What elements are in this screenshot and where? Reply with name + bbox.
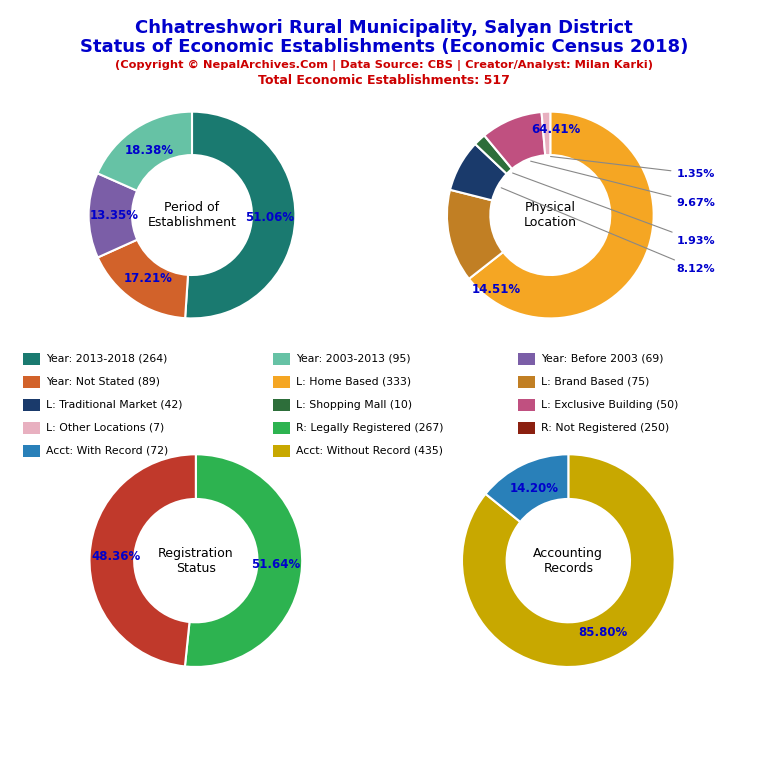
Wedge shape: [462, 455, 674, 667]
Wedge shape: [98, 240, 188, 318]
Text: 18.38%: 18.38%: [125, 144, 174, 157]
Text: Accounting
Records: Accounting Records: [534, 547, 603, 574]
Text: Total Economic Establishments: 517: Total Economic Establishments: 517: [258, 74, 510, 87]
Wedge shape: [450, 144, 507, 200]
Text: 14.51%: 14.51%: [472, 283, 521, 296]
Wedge shape: [185, 455, 302, 667]
Text: 48.36%: 48.36%: [91, 550, 141, 563]
Text: Acct: With Record (72): Acct: With Record (72): [46, 445, 168, 456]
Wedge shape: [469, 111, 654, 319]
Text: 85.80%: 85.80%: [578, 626, 627, 639]
Text: Period of
Establishment: Period of Establishment: [147, 201, 237, 229]
Wedge shape: [485, 112, 545, 169]
Text: L: Exclusive Building (50): L: Exclusive Building (50): [541, 399, 679, 410]
Text: 13.35%: 13.35%: [90, 209, 139, 222]
Text: 9.67%: 9.67%: [531, 161, 715, 207]
Text: L: Brand Based (75): L: Brand Based (75): [541, 376, 650, 387]
Text: Acct: Without Record (435): Acct: Without Record (435): [296, 445, 442, 456]
Text: L: Home Based (333): L: Home Based (333): [296, 376, 411, 387]
Text: Registration
Status: Registration Status: [158, 547, 233, 574]
Text: 14.20%: 14.20%: [509, 482, 558, 495]
Wedge shape: [485, 455, 568, 522]
Wedge shape: [90, 455, 196, 667]
Wedge shape: [475, 135, 512, 174]
Text: Year: 2013-2018 (264): Year: 2013-2018 (264): [46, 353, 167, 364]
Wedge shape: [88, 174, 137, 257]
Wedge shape: [447, 190, 503, 279]
Text: Year: Not Stated (89): Year: Not Stated (89): [46, 376, 160, 387]
Text: 1.35%: 1.35%: [551, 157, 715, 179]
Text: L: Shopping Mall (10): L: Shopping Mall (10): [296, 399, 412, 410]
Text: Year: Before 2003 (69): Year: Before 2003 (69): [541, 353, 664, 364]
Text: L: Other Locations (7): L: Other Locations (7): [46, 422, 164, 433]
Text: 8.12%: 8.12%: [502, 187, 715, 274]
Text: Chhatreshwori Rural Municipality, Salyan District: Chhatreshwori Rural Municipality, Salyan…: [135, 19, 633, 37]
Text: R: Legally Registered (267): R: Legally Registered (267): [296, 422, 443, 433]
Text: 1.93%: 1.93%: [512, 173, 715, 246]
Wedge shape: [541, 111, 551, 155]
Text: 51.06%: 51.06%: [245, 211, 294, 224]
Text: R: Not Registered (250): R: Not Registered (250): [541, 422, 670, 433]
Wedge shape: [98, 111, 192, 190]
Wedge shape: [185, 111, 296, 319]
Text: 17.21%: 17.21%: [124, 272, 172, 285]
Text: (Copyright © NepalArchives.Com | Data Source: CBS | Creator/Analyst: Milan Karki: (Copyright © NepalArchives.Com | Data So…: [115, 60, 653, 71]
Text: Status of Economic Establishments (Economic Census 2018): Status of Economic Establishments (Econo…: [80, 38, 688, 56]
Text: Physical
Location: Physical Location: [524, 201, 577, 229]
Text: Year: 2003-2013 (95): Year: 2003-2013 (95): [296, 353, 410, 364]
Text: 64.41%: 64.41%: [531, 123, 580, 136]
Text: 51.64%: 51.64%: [251, 558, 300, 571]
Text: L: Traditional Market (42): L: Traditional Market (42): [46, 399, 183, 410]
